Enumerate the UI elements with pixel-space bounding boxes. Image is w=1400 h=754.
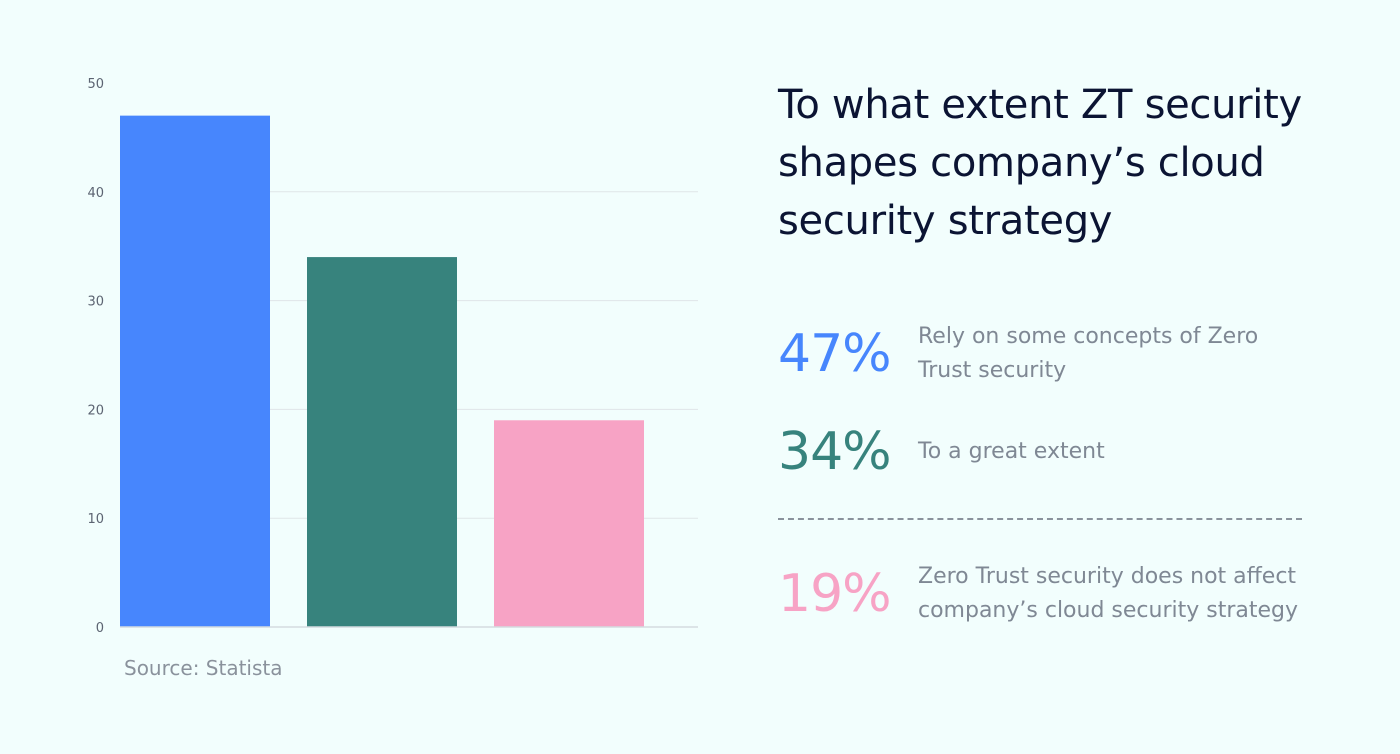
stat-item: 19% Zero Trust security does not affect … bbox=[778, 560, 1308, 628]
y-tick-label: 50 bbox=[87, 77, 104, 92]
y-tick-label: 40 bbox=[87, 186, 104, 201]
stat-description: To a great extent bbox=[918, 439, 1105, 464]
y-tick-label: 20 bbox=[87, 403, 104, 418]
stat-item: 34% To a great extent bbox=[778, 422, 1105, 482]
stat-item: 47% Rely on some concepts of Zero Trust … bbox=[778, 320, 1308, 388]
stat-description: Rely on some concepts of Zero Trust secu… bbox=[918, 324, 1259, 383]
y-axis-ticks: 0 10 20 30 40 50 bbox=[87, 77, 104, 636]
page-title: To what extent ZT security shapes compan… bbox=[778, 82, 1302, 244]
y-tick-label: 30 bbox=[87, 295, 104, 310]
stat-percentage: 19% bbox=[778, 564, 892, 624]
bar bbox=[494, 420, 644, 627]
y-tick-label: 0 bbox=[96, 621, 104, 636]
stat-percentage: 47% bbox=[778, 324, 892, 384]
stat-percentage: 34% bbox=[778, 422, 892, 482]
chart-source: Source: Statista bbox=[124, 656, 283, 680]
y-tick-label: 10 bbox=[87, 512, 104, 527]
bar bbox=[307, 257, 457, 627]
bar bbox=[120, 115, 270, 627]
bars bbox=[120, 115, 644, 627]
stat-description: Zero Trust security does not affect comp… bbox=[918, 564, 1299, 623]
dashed-divider bbox=[778, 518, 1302, 520]
bar-chart: 0 10 20 30 40 50 bbox=[87, 77, 698, 636]
